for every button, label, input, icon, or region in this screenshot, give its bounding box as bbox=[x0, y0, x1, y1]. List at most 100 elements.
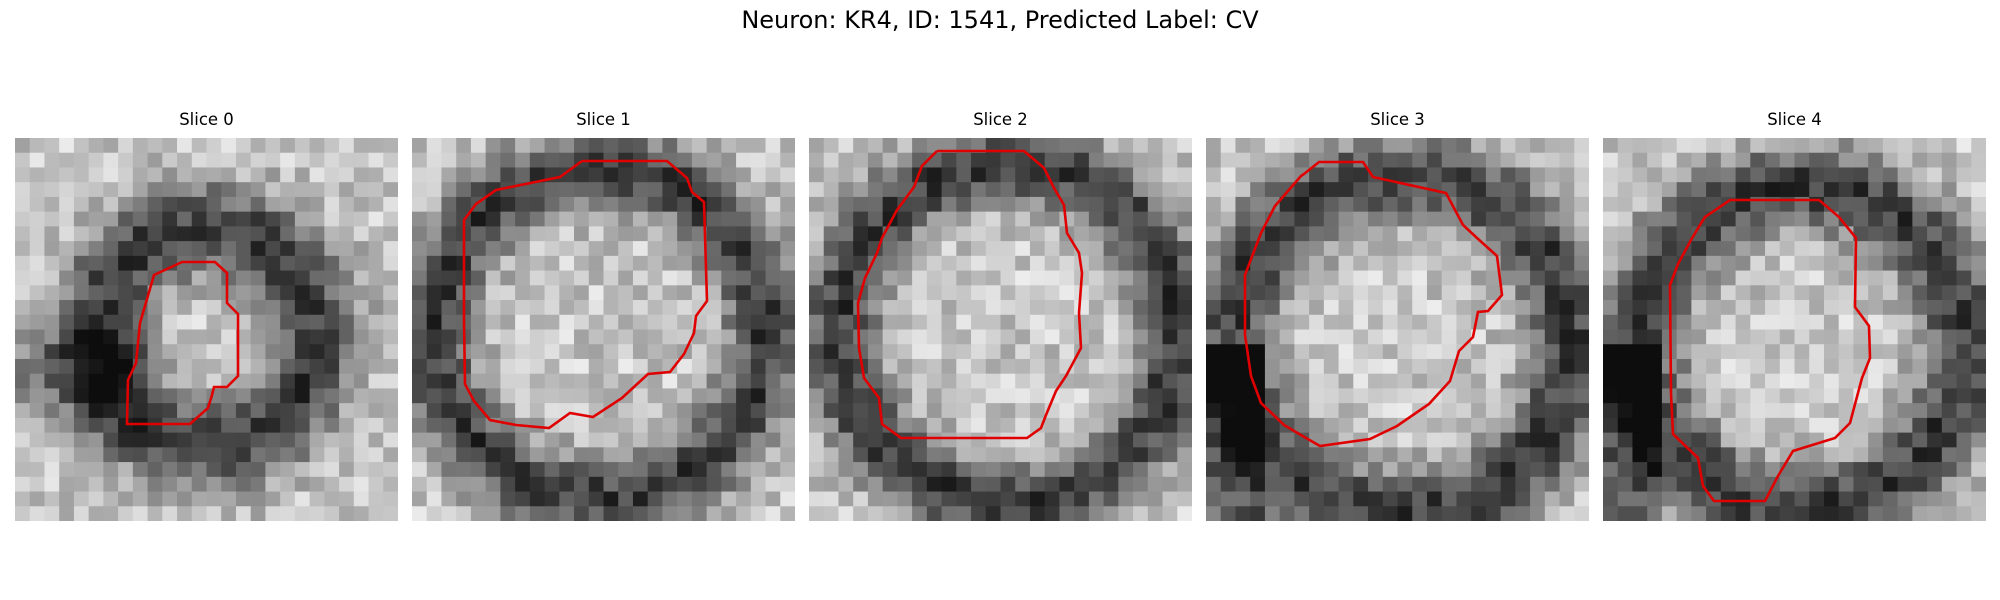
image-pixel bbox=[1029, 255, 1046, 272]
image-pixel bbox=[1647, 255, 1663, 272]
image-pixel bbox=[956, 373, 972, 390]
image-pixel bbox=[706, 226, 722, 242]
image-pixel bbox=[103, 182, 119, 198]
image-pixel bbox=[1897, 491, 1913, 507]
image-pixel bbox=[1353, 211, 1369, 227]
image-pixel bbox=[1691, 255, 1707, 272]
image-pixel bbox=[941, 373, 957, 390]
image-pixel bbox=[1647, 388, 1663, 404]
image-pixel bbox=[1971, 491, 1986, 507]
image-pixel bbox=[1765, 211, 1781, 227]
image-pixel bbox=[574, 358, 590, 375]
image-pixel bbox=[1353, 388, 1369, 404]
image-pixel bbox=[324, 462, 340, 478]
image-pixel bbox=[1177, 167, 1192, 183]
image-pixel bbox=[1059, 167, 1075, 183]
image-pixel bbox=[132, 476, 149, 493]
image-pixel bbox=[1735, 182, 1751, 198]
image-pixel bbox=[1838, 432, 1855, 448]
image-pixel bbox=[1676, 182, 1692, 198]
image-pixel bbox=[324, 373, 340, 390]
image-pixel bbox=[1530, 138, 1546, 154]
image-pixel bbox=[603, 447, 619, 463]
image-pixel bbox=[235, 196, 252, 213]
image-pixel bbox=[1897, 226, 1913, 242]
image-pixel bbox=[1530, 491, 1546, 507]
image-pixel bbox=[632, 388, 649, 404]
image-pixel bbox=[235, 152, 252, 169]
image-pixel bbox=[897, 285, 913, 301]
image-pixel bbox=[1103, 182, 1119, 198]
image-pixel bbox=[765, 403, 781, 419]
image-pixel bbox=[103, 447, 119, 463]
image-pixel bbox=[44, 344, 60, 360]
image-pixel bbox=[206, 226, 222, 242]
slice-panel-3: Slice 3 bbox=[1206, 108, 1589, 521]
image-pixel bbox=[412, 182, 428, 198]
image-pixel bbox=[1779, 491, 1796, 507]
image-pixel bbox=[470, 270, 487, 286]
image-pixel bbox=[1868, 491, 1884, 507]
image-pixel bbox=[1264, 182, 1281, 198]
image-pixel bbox=[294, 476, 311, 493]
image-pixel bbox=[368, 314, 384, 331]
image-pixel bbox=[1971, 285, 1986, 301]
image-pixel bbox=[1412, 447, 1428, 463]
image-pixel bbox=[221, 447, 237, 463]
image-pixel bbox=[721, 167, 737, 183]
image-pixel bbox=[191, 476, 208, 493]
image-pixel bbox=[44, 138, 60, 154]
image-pixel bbox=[88, 138, 104, 154]
image-pixel bbox=[1632, 226, 1648, 242]
image-pixel bbox=[1103, 388, 1119, 404]
image-pixel bbox=[1323, 476, 1340, 493]
image-pixel bbox=[1838, 403, 1855, 419]
image-pixel bbox=[574, 491, 590, 507]
image-pixel bbox=[956, 432, 972, 448]
image-pixel bbox=[235, 476, 252, 493]
image-pixel bbox=[324, 300, 340, 316]
image-pixel bbox=[353, 300, 370, 316]
image-pixel bbox=[1029, 138, 1046, 154]
image-pixel bbox=[206, 403, 222, 419]
image-pixel bbox=[441, 373, 457, 390]
image-pixel bbox=[59, 226, 75, 242]
image-pixel bbox=[1927, 358, 1943, 375]
image-pixel bbox=[1794, 417, 1810, 434]
image-pixel bbox=[529, 344, 546, 360]
image-pixel bbox=[1559, 417, 1575, 434]
image-pixel bbox=[750, 226, 767, 242]
image-pixel bbox=[1912, 182, 1928, 198]
image-pixel bbox=[324, 196, 340, 213]
image-pixel bbox=[1353, 270, 1369, 286]
image-pixel bbox=[88, 270, 104, 286]
image-pixel bbox=[1118, 373, 1134, 390]
image-pixel bbox=[1706, 241, 1722, 257]
image-pixel bbox=[1323, 388, 1340, 404]
image-pixel bbox=[1882, 182, 1899, 198]
image-pixel bbox=[1574, 476, 1589, 493]
image-pixel bbox=[588, 506, 605, 521]
image-pixel bbox=[941, 270, 957, 286]
image-pixel bbox=[1971, 476, 1986, 493]
image-pixel bbox=[383, 285, 398, 301]
image-pixel bbox=[882, 182, 898, 198]
image-pixel bbox=[588, 417, 605, 434]
image-pixel bbox=[1603, 403, 1619, 419]
image-pixel bbox=[1823, 226, 1840, 242]
image-pixel bbox=[441, 182, 457, 198]
image-pixel bbox=[1765, 358, 1781, 375]
image-pixel bbox=[1162, 167, 1178, 183]
image-pixel bbox=[1441, 462, 1458, 478]
image-pixel bbox=[1220, 344, 1237, 360]
image-pixel bbox=[1368, 255, 1384, 272]
image-pixel bbox=[1912, 226, 1928, 242]
image-pixel bbox=[309, 285, 325, 301]
image-pixel bbox=[1544, 196, 1561, 213]
image-pixel bbox=[1456, 226, 1472, 242]
image-pixel bbox=[1956, 241, 1972, 257]
image-pixel bbox=[529, 506, 546, 521]
image-pixel bbox=[1779, 403, 1796, 419]
image-pixel bbox=[1735, 476, 1751, 493]
image-pixel bbox=[1088, 344, 1105, 360]
